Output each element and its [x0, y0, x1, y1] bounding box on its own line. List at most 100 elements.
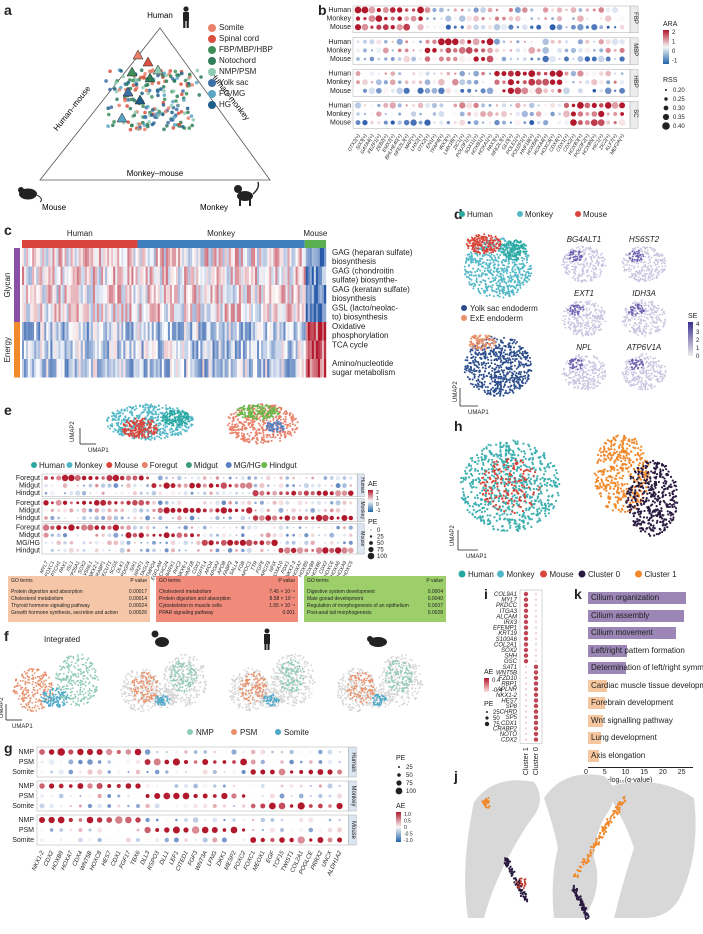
umap-point: [475, 344, 478, 347]
dot-mark: [431, 102, 438, 108]
heatmap-cell: [194, 359, 197, 378]
side-label: Glycan: [3, 273, 12, 298]
umap-point: [487, 277, 490, 280]
umap-point: [472, 267, 475, 270]
heatmap-cell: [26, 266, 29, 285]
heatmap-cell: [198, 359, 201, 378]
umap-point: [517, 372, 520, 375]
dot-mark: [556, 7, 563, 13]
heatmap-cell: [238, 285, 242, 304]
umap-point: [516, 340, 519, 343]
umap-point: [563, 261, 566, 264]
dot-mark: [591, 24, 598, 31]
umap-point: [636, 312, 639, 315]
heatmap-cell: [169, 359, 173, 378]
heatmap-cell: [315, 285, 319, 304]
heatmap-cell: [76, 266, 79, 285]
ara-tick: 1: [672, 40, 676, 46]
heatmap-cell: [60, 303, 63, 322]
umap-point: [584, 355, 587, 358]
umap-point: [591, 387, 594, 390]
umap-point: [507, 260, 510, 263]
heatmap-cell: [123, 340, 126, 359]
dot-mark: [426, 25, 429, 29]
heatmap-cell: [311, 303, 315, 322]
heatmap-cell: [103, 248, 106, 267]
umap-point: [577, 279, 580, 281]
heatmap-cell: [204, 248, 207, 267]
heatmap-cell: [263, 248, 266, 267]
umap-point: [509, 346, 512, 349]
umap-point: [574, 279, 577, 282]
umap-point: [504, 293, 507, 296]
heatmap-cell: [244, 266, 248, 285]
umap-point: [598, 275, 601, 278]
heatmap-cell: [178, 266, 181, 285]
dot-mark: [543, 119, 549, 126]
heatmap-cell: [295, 248, 298, 267]
umap-point: [523, 363, 526, 366]
dot-mark: [516, 80, 520, 84]
heatmap-cell: [88, 266, 92, 285]
heatmap-cell: [32, 359, 35, 378]
umap-point: [489, 268, 492, 271]
dot-mark: [611, 38, 619, 46]
heatmap-cell: [267, 303, 270, 322]
umap-point: [489, 382, 492, 385]
umap-point: [581, 333, 584, 336]
heatmap-cell: [230, 340, 233, 359]
umap-point: [626, 263, 628, 266]
umap-point: [514, 268, 517, 271]
umap-point: [464, 272, 467, 275]
heatmap-cell: [113, 340, 116, 359]
umap-point: [501, 380, 504, 383]
umap-point: [594, 379, 596, 382]
heatmap-cell: [178, 340, 181, 359]
umap-point: [621, 320, 624, 322]
ternary-point: [115, 97, 119, 102]
umap-point: [516, 375, 519, 378]
heatmap-cell: [287, 285, 290, 304]
umap-point: [592, 361, 595, 364]
heatmap-cell: [143, 285, 146, 304]
umap-point: [594, 330, 596, 333]
umap-point: [499, 357, 502, 360]
heatmap-cell: [232, 322, 235, 341]
umap-point: [592, 325, 594, 328]
umap-point: [522, 283, 525, 286]
umap-point: [480, 287, 483, 290]
umap-point: [562, 315, 565, 318]
umap-point: [638, 322, 641, 325]
umap-point: [525, 371, 528, 374]
heatmap-cell: [56, 359, 59, 378]
ternary-point: [141, 104, 145, 108]
heatmap-cell: [92, 340, 96, 359]
umap-point: [663, 268, 666, 270]
heatmap-cell: [22, 303, 25, 322]
dot-mark: [536, 24, 542, 30]
centroid-marker: [122, 86, 134, 97]
dot-mark: [514, 119, 521, 126]
heatmap-cell: [279, 340, 282, 359]
heatmap-cell: [101, 285, 104, 304]
heatmap-cell: [212, 359, 215, 378]
umap-point: [468, 362, 471, 365]
umap-point: [598, 318, 601, 321]
umap-point: [637, 276, 640, 279]
ternary-point: [172, 115, 176, 119]
heatmap-cell: [299, 248, 302, 267]
umap-point: [647, 304, 650, 307]
umap-point: [664, 265, 667, 268]
heatmap-cell: [319, 322, 323, 341]
umap-point: [507, 392, 510, 395]
dot-mark: [488, 17, 492, 21]
umap-point: [626, 268, 628, 271]
dot-mark: [486, 87, 494, 95]
dot-mark: [459, 39, 466, 45]
heatmap-cell: [200, 340, 203, 359]
ternary-point: [132, 113, 137, 118]
dot-mark: [383, 120, 388, 125]
ara-tick: 0: [672, 49, 676, 55]
heatmap-cell: [307, 359, 310, 378]
umap-point: [587, 330, 590, 333]
